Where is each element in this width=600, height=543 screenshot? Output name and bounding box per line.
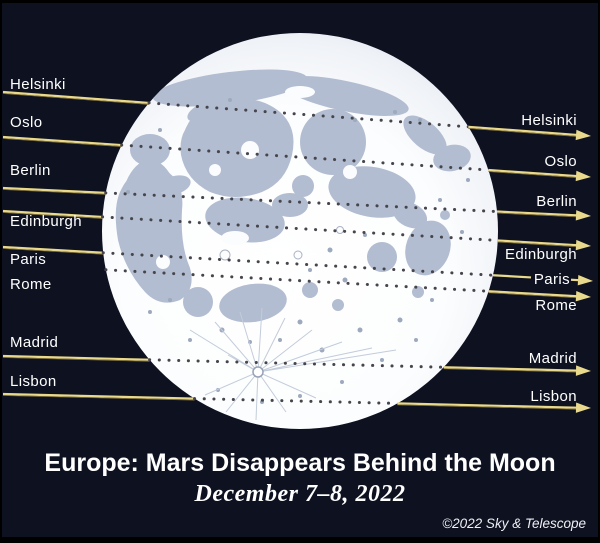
track-line-left-shadow-lisbon [2, 395, 195, 401]
track-line-right-helsinki [468, 125, 578, 137]
city-label-right-madrid: Madrid [528, 350, 577, 367]
occultation-dotted-path-paris [101, 251, 495, 277]
track-line-left-helsinki [2, 90, 150, 105]
city-label-left-paris: Paris [10, 251, 47, 268]
occultation-dotted-path-oslo [120, 143, 490, 172]
track-line-left-shadow-paris [2, 248, 104, 255]
arrowhead-icon-madrid [575, 365, 591, 376]
track-line-left-shadow-berlin [2, 189, 106, 195]
city-label-right-berlin: Berlin [536, 193, 577, 210]
arrowhead-icon-helsinki [575, 129, 591, 141]
city-label-right-lisbon: Lisbon [530, 388, 577, 405]
city-label-left-oslo: Oslo [10, 114, 43, 131]
city-label-right-helsinki: Helsinki [521, 112, 577, 129]
arrowhead-icon-oslo [575, 170, 591, 182]
occultation-diagram [2, 33, 593, 429]
track-line-left-shadow-edinburgh [2, 212, 103, 219]
track-line-right-shadow-lisbon [397, 404, 578, 410]
arrowhead-icon-lisbon [575, 402, 591, 413]
track-line-left-shadow-oslo [2, 138, 122, 147]
occultation-dotted-path-rome [104, 268, 491, 293]
track-line-left-paris [2, 245, 104, 254]
city-label-left-berlin: Berlin [10, 162, 51, 179]
moon-maria-map [115, 69, 471, 421]
track-line-right-paris [492, 274, 532, 279]
track-line-left-lisbon [2, 392, 195, 400]
city-label-left-lisbon: Lisbon [10, 373, 57, 390]
track-line-right-lisbon [397, 402, 578, 409]
track-line-right-oslo [488, 168, 578, 178]
track-line-right-madrid [443, 366, 578, 372]
track-line-right-shadow-oslo [488, 171, 578, 178]
city-label-right-oslo: Oslo [544, 153, 577, 170]
track-line-left-shadow-helsinki [2, 93, 150, 105]
occultation-dotted-path-madrid [148, 358, 446, 369]
tycho-ray-crater [189, 307, 397, 421]
city-label-right-rome: Rome [535, 297, 577, 314]
arrowhead-icon-edinburgh [575, 239, 591, 251]
arrowhead-icon-paris [577, 274, 593, 286]
track-line-left-madrid [2, 354, 150, 361]
track-line-right-shadow-rome [488, 292, 578, 299]
track-line-right-shadow-helsinki [468, 127, 578, 137]
ringed-craters [219, 226, 344, 261]
arrowhead-icon-rome [575, 290, 591, 302]
track-line-left-shadow-madrid [2, 357, 150, 362]
track-line-right-shadow-edinburgh [497, 241, 578, 248]
city-label-left-helsinki: Helsinki [10, 76, 66, 93]
page-title: Europe: Mars Disappears Behind the Moon [44, 449, 556, 477]
city-label-left-edinburgh: Edinburgh [10, 213, 82, 230]
city-label-left-madrid: Madrid [10, 334, 59, 351]
track-line-left-oslo [2, 135, 122, 147]
track-line-left-berlin [2, 186, 106, 194]
copyright-credit: ©2022 Sky & Telescope [442, 516, 586, 531]
track-line-right-shadow-madrid [443, 368, 578, 373]
occultation-dotted-path-edinburgh [101, 215, 500, 242]
track-line-right-rome [488, 290, 578, 298]
track-line-right-edinburgh [497, 239, 578, 247]
city-label-right-paris: Paris [533, 271, 570, 288]
date-subtitle: December 7–8, 2022 [194, 481, 406, 507]
track-line-left-edinburgh [2, 209, 103, 219]
city-label-right-edinburgh: Edinburgh [505, 246, 577, 263]
city-tracks [2, 90, 593, 413]
track-line-right-shadow-berlin [497, 212, 578, 218]
track-line-right-berlin [496, 210, 578, 217]
city-label-left-rome: Rome [10, 276, 52, 293]
arrowhead-icon-berlin [575, 210, 591, 221]
